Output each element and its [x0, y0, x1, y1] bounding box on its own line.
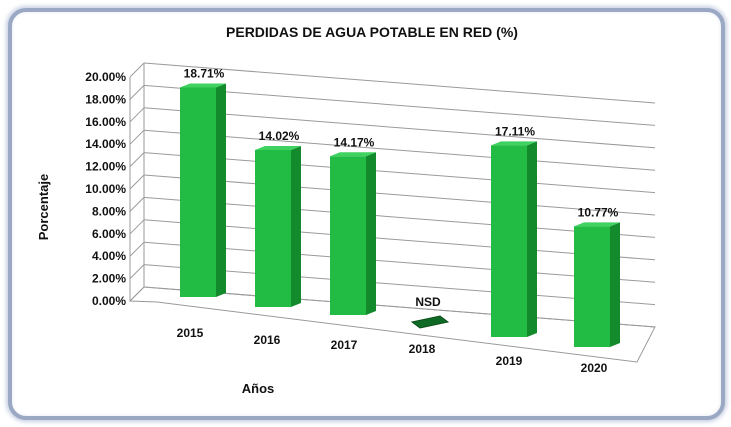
y-tick-label: 8.00% [92, 204, 126, 218]
bar-2015 [180, 83, 226, 297]
y-tick-label: 18.00% [85, 92, 126, 106]
gridline [143, 62, 656, 104]
bar-top [574, 222, 620, 227]
gridline [143, 129, 656, 171]
x-tick-label: 2019 [496, 354, 523, 368]
x-axis-label: Años [242, 381, 275, 396]
bar-side [610, 222, 620, 347]
bar-top [255, 145, 301, 150]
gridline [143, 219, 656, 261]
gridline [143, 152, 656, 194]
gridline-side [129, 62, 145, 78]
gridline [143, 107, 656, 149]
bar-2020 [574, 222, 620, 347]
y-tick-label: 4.00% [92, 249, 126, 263]
bar-2018 [410, 315, 450, 329]
bar-front [574, 226, 610, 347]
y-tick-label: 0.00% [92, 294, 126, 308]
bar-front [330, 156, 366, 315]
bar-side [527, 141, 537, 337]
gridline [143, 241, 656, 283]
gridline-side [129, 85, 145, 100]
y-tick-label: 20.00% [85, 70, 126, 84]
gridline [143, 196, 656, 238]
data-label: 14.17% [334, 135, 375, 149]
bar-2019 [491, 141, 537, 337]
bar-front [491, 145, 527, 337]
x-tick-label: 2018 [409, 342, 436, 356]
y-tick-label: 10.00% [85, 182, 126, 196]
y-tick-label: 12.00% [85, 160, 126, 174]
gridline [143, 264, 656, 306]
data-label: 17.11% [495, 124, 535, 138]
gridline-side [129, 152, 145, 167]
bar-side [216, 83, 226, 297]
gridline [143, 84, 656, 126]
x-tick-label: 2015 [177, 326, 204, 340]
bar-2017 [330, 152, 376, 315]
gridline-side [129, 241, 145, 257]
gridline-side [129, 174, 145, 190]
x-tick-label: 2020 [581, 361, 608, 375]
gridline-side [129, 264, 145, 279]
gridline-side [129, 129, 145, 145]
gridline-side [129, 219, 145, 235]
y-axis-label: Porcentaje [36, 174, 51, 240]
gridline-side [129, 107, 145, 123]
y-tick-label: 14.00% [85, 137, 126, 151]
chart-title: PERDIDAS DE AGUA POTABLE EN RED (%) [226, 24, 518, 40]
bar-side [291, 145, 301, 307]
x-tick-label: 2016 [254, 333, 281, 347]
floor [128, 286, 656, 363]
bar-top [180, 83, 226, 88]
gridline-side [129, 197, 145, 212]
bar-front [180, 87, 216, 297]
gridline [143, 174, 656, 216]
y-tick-label: 6.00% [92, 227, 126, 241]
data-label: 10.77% [578, 205, 619, 219]
bar-placeholder [410, 315, 450, 329]
bar-top [330, 152, 376, 157]
x-tick-label: 2017 [331, 338, 358, 352]
bar-top [491, 141, 537, 146]
bar-2016 [255, 145, 301, 307]
bar-side [366, 152, 376, 315]
y-tick-label: 16.00% [85, 115, 126, 129]
y-tick-label: 2.00% [92, 272, 126, 286]
data-label: 18.71% [184, 66, 225, 80]
data-label: NSD [415, 295, 441, 309]
bar-front [255, 149, 291, 307]
data-label: 14.02% [259, 129, 300, 143]
